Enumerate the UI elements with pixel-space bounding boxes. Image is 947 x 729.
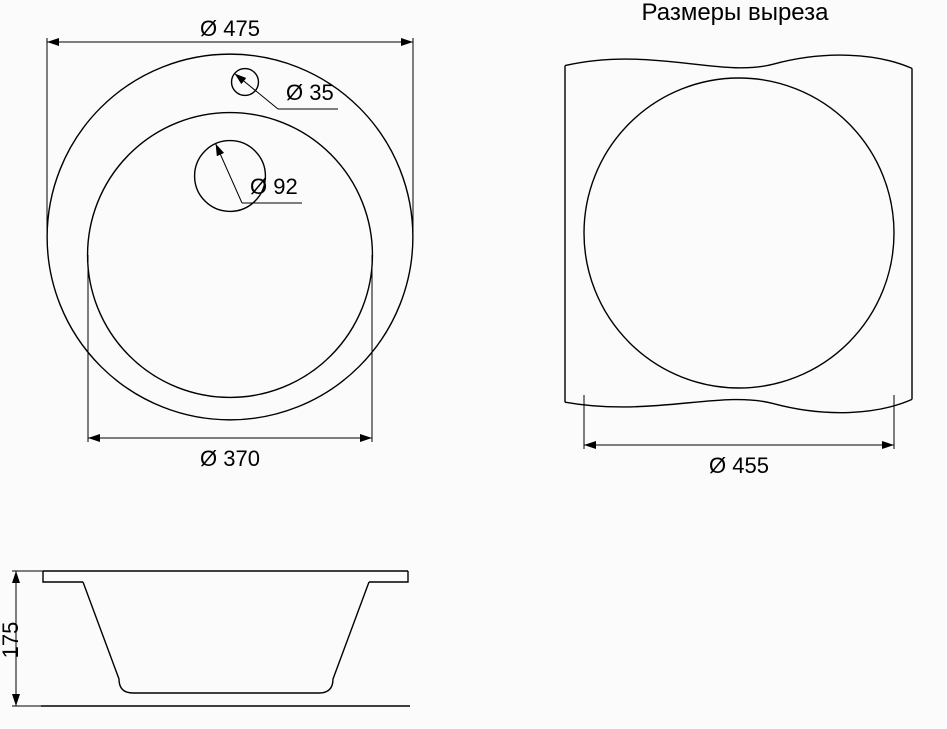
dim-drain-diameter: Ø 92 (250, 174, 298, 199)
dim-cutout-diameter: Ø 455 (709, 453, 769, 478)
top-view: Ø 475 Ø 370 Ø 35 Ø 92 (47, 16, 413, 471)
dim-faucet-diameter: Ø 35 (286, 80, 334, 105)
side-view: 175 (0, 571, 410, 706)
cutout-view: Размеры выреза Ø 455 (565, 0, 912, 478)
dim-outer-diameter: Ø 475 (200, 16, 260, 41)
dim-bowl-diameter: Ø 370 (200, 446, 260, 471)
dim-height: 175 (0, 622, 23, 659)
cutout-title: Размеры выреза (642, 0, 830, 26)
